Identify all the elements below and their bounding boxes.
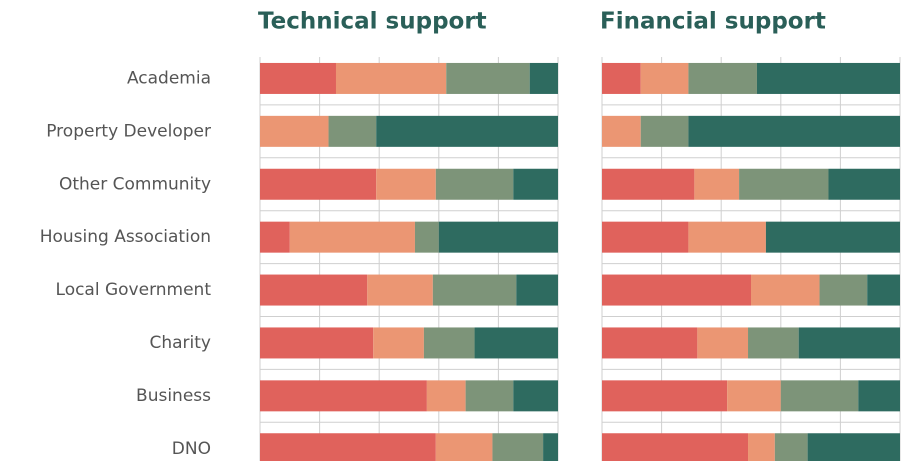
bar-segment — [602, 274, 751, 306]
bar-segment — [423, 327, 475, 359]
bar-segment — [602, 327, 698, 359]
bar-segment — [774, 433, 808, 461]
bar-segment — [602, 62, 641, 94]
bar-segment — [780, 380, 859, 412]
bar-segment — [260, 327, 374, 359]
bar-segment — [727, 380, 781, 412]
bar-segment — [529, 62, 558, 94]
category-label: DNO — [172, 439, 211, 459]
bar-segment — [328, 115, 377, 147]
bar-segment — [435, 168, 514, 200]
bar-segment — [367, 274, 433, 306]
bar-segment — [376, 168, 436, 200]
bar-segment — [688, 62, 757, 94]
bar-segment — [516, 274, 558, 306]
bar-segment — [807, 433, 900, 461]
bar-segment — [602, 115, 641, 147]
bar-segment — [602, 433, 749, 461]
category-label: Housing Association — [40, 227, 211, 247]
category-label: Other Community — [59, 174, 211, 194]
category-label: Academia — [127, 68, 211, 88]
category-label: Local Government — [56, 280, 212, 300]
bar-segment — [426, 380, 466, 412]
bar-segment — [798, 327, 900, 359]
bar-segment — [756, 62, 900, 94]
bar-segment — [739, 168, 829, 200]
bar-segment — [260, 433, 436, 461]
category-label: Property Developer — [46, 121, 211, 141]
bar-segment — [697, 327, 749, 359]
bar-segment — [446, 62, 530, 94]
bar-segment — [260, 62, 336, 94]
bar-segment — [543, 433, 558, 461]
bar-segment — [640, 62, 689, 94]
bar-segment — [688, 221, 766, 253]
bar-segment — [335, 62, 447, 94]
bar-segment — [373, 327, 424, 359]
bar-segment — [432, 274, 517, 306]
bar-segment — [602, 380, 728, 412]
bar-segment — [492, 433, 544, 461]
bar-segment — [751, 274, 820, 306]
bar-segment — [694, 168, 740, 200]
bar-segment — [513, 168, 558, 200]
bar-segment — [260, 380, 427, 412]
bar-segment — [765, 221, 900, 253]
bar-segment — [438, 221, 558, 253]
bar-segment — [748, 327, 799, 359]
bar-segment — [640, 115, 689, 147]
bar-segment — [260, 115, 329, 147]
bar-segment — [828, 168, 900, 200]
bar-segment — [260, 221, 290, 253]
bar-segment — [260, 168, 377, 200]
category-label: Charity — [149, 333, 211, 353]
panel-title: Financial support — [600, 9, 826, 35]
bar-segment — [513, 380, 558, 412]
bar-segment — [748, 433, 775, 461]
bar-segment — [435, 433, 493, 461]
bar-segment — [289, 221, 415, 253]
bar-segment — [602, 168, 695, 200]
bar-segment — [688, 115, 900, 147]
bar-segment — [858, 380, 900, 412]
bar-segment — [602, 221, 689, 253]
category-label: Business — [136, 386, 211, 406]
bar-segment — [414, 221, 439, 253]
bar-segment — [376, 115, 558, 147]
panel-title: Technical support — [258, 9, 487, 35]
bar-segment — [465, 380, 514, 412]
bar-segment — [867, 274, 900, 306]
bar-segment — [819, 274, 868, 306]
bar-segment — [260, 274, 368, 306]
bar-segment — [474, 327, 558, 359]
